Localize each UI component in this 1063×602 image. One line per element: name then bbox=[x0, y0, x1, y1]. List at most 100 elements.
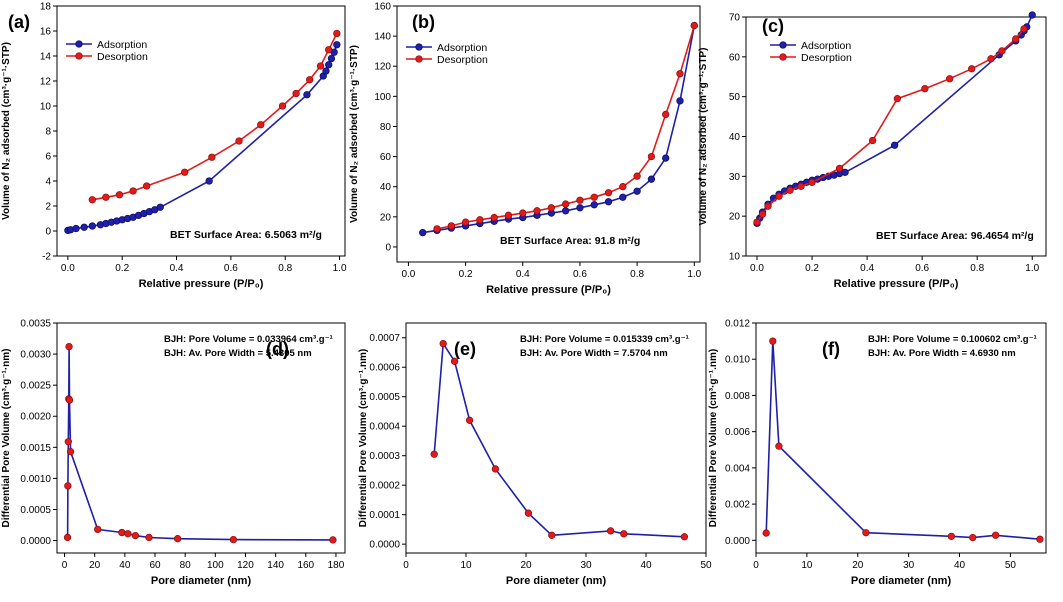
data-point-adsorption bbox=[619, 193, 627, 201]
data-point-adsorption bbox=[562, 207, 570, 215]
y-tick-label: 120 bbox=[374, 62, 391, 73]
data-point-adsorption bbox=[322, 67, 330, 75]
y-tick-label: 0.0025 bbox=[20, 381, 51, 392]
x-tick-label: 0.4 bbox=[860, 263, 874, 274]
x-tick-label: 120 bbox=[237, 560, 254, 571]
x-axis-title: Pore diameter (nm) bbox=[851, 575, 952, 587]
data-point-desorption bbox=[235, 137, 243, 145]
y-tick-label: 4 bbox=[45, 177, 51, 188]
x-tick-label: 0.2 bbox=[805, 263, 819, 274]
data-point-adsorption bbox=[88, 222, 96, 230]
x-tick-label: 80 bbox=[180, 560, 192, 571]
data-point-bjh bbox=[491, 465, 500, 473]
x-tick-label: 10 bbox=[460, 560, 472, 571]
x-axis-title: Pore diameter (nm) bbox=[506, 575, 607, 587]
data-point-desorption bbox=[576, 196, 584, 204]
data-point-bjh bbox=[64, 438, 72, 446]
data-point-adsorption bbox=[576, 204, 584, 212]
y-tick-label: 2 bbox=[45, 202, 51, 213]
data-point-adsorption bbox=[633, 187, 641, 195]
y-tick-label: -2 bbox=[42, 252, 51, 263]
y-tick-label: 0.0030 bbox=[20, 350, 51, 361]
y-tick-label: 16 bbox=[40, 27, 52, 38]
x-tick-label: 50 bbox=[1005, 560, 1017, 571]
data-point-desorption bbox=[533, 207, 541, 215]
x-tick-label: 0.8 bbox=[970, 263, 984, 274]
x-tick-label: 0.4 bbox=[170, 263, 184, 274]
y-tick-label: 30 bbox=[729, 172, 741, 183]
data-point-desorption bbox=[278, 102, 287, 110]
x-tick-label: 0.6 bbox=[573, 269, 587, 280]
bet-surface-area: BET Surface Area: 91.8 m²/g bbox=[500, 235, 640, 247]
series-line-bjh bbox=[66, 346, 333, 541]
data-point-desorption bbox=[547, 204, 556, 212]
data-point-bjh bbox=[947, 532, 956, 540]
data-point-bjh bbox=[862, 529, 870, 537]
x-tick-label: 1.0 bbox=[687, 269, 701, 280]
x-tick-label: 40 bbox=[119, 560, 131, 571]
x-tick-label: 0.4 bbox=[516, 269, 530, 280]
data-point-adsorption bbox=[303, 91, 311, 99]
bjh-annotation: BJH: Av. Pore Width = 5.4305 nm bbox=[164, 348, 312, 359]
legend-label-adsorption: Adsorption bbox=[437, 42, 487, 54]
legend-marker bbox=[75, 40, 83, 48]
data-point-desorption bbox=[88, 196, 96, 204]
data-point-desorption bbox=[946, 75, 954, 83]
series-line-desorption bbox=[756, 28, 1025, 223]
data-point-desorption bbox=[1020, 25, 1028, 33]
x-axis-title: Relative pressure (P/P₀) bbox=[139, 278, 264, 290]
y-tick-label: 8 bbox=[45, 127, 51, 138]
legend-marker bbox=[415, 55, 423, 63]
y-tick-label: 50 bbox=[729, 92, 741, 103]
y-tick-label: 6 bbox=[45, 152, 51, 163]
data-point-desorption bbox=[433, 225, 441, 233]
data-point-desorption bbox=[519, 209, 527, 217]
data-point-adsorption bbox=[419, 228, 427, 237]
data-point-desorption bbox=[333, 29, 341, 38]
data-point-bjh bbox=[991, 531, 1000, 539]
bet-surface-area: BET Surface Area: 6.5063 m²/g bbox=[170, 229, 322, 241]
x-tick-label: 60 bbox=[149, 560, 161, 571]
data-point-desorption bbox=[690, 21, 698, 30]
data-point-bjh bbox=[439, 339, 447, 348]
data-point-desorption bbox=[325, 46, 333, 54]
y-tick-label: 0.0006 bbox=[369, 363, 400, 374]
y-tick-label: 0.0015 bbox=[20, 443, 51, 454]
x-axis-title: Pore diameter (nm) bbox=[151, 575, 252, 587]
data-point-desorption bbox=[921, 85, 929, 93]
panel-label: (a) bbox=[8, 12, 30, 32]
data-point-desorption bbox=[143, 182, 151, 190]
panel-label: (d) bbox=[266, 339, 289, 359]
x-tick-label: 0 bbox=[403, 560, 409, 571]
y-tick-label: 0.0005 bbox=[20, 505, 51, 516]
legend-marker bbox=[779, 53, 787, 61]
data-point-bjh bbox=[450, 357, 459, 365]
x-tick-label: 50 bbox=[700, 560, 712, 571]
data-point-adsorption bbox=[327, 54, 336, 63]
data-point-desorption bbox=[208, 153, 216, 161]
x-tick-label: 0.0 bbox=[401, 269, 415, 280]
data-point-bjh bbox=[548, 531, 556, 539]
x-axis-title: Relative pressure (P/P₀) bbox=[486, 284, 611, 296]
x-tick-label: 30 bbox=[903, 560, 915, 571]
y-tick-label: 0.010 bbox=[725, 355, 750, 366]
y-tick-label: 10 bbox=[40, 102, 52, 113]
y-tick-label: 20 bbox=[380, 212, 392, 223]
data-point-desorption bbox=[786, 186, 794, 194]
y-tick-label: 0.008 bbox=[725, 391, 750, 402]
panel-a: 0.0 0.2 0.4 0.6 0.8 1.0 -2 0 2 4 6 8 10 12 14 16 18 Relat… bbox=[1, 2, 347, 291]
x-tick-label: 0 bbox=[62, 560, 68, 571]
x-tick-label: 0.6 bbox=[224, 263, 238, 274]
y-tick-label: 0.006 bbox=[725, 427, 750, 438]
data-point-desorption bbox=[1012, 35, 1020, 43]
data-point-desorption bbox=[129, 187, 137, 195]
panel-e: 0 10 20 30 40 50 0.0000 0.0001 0.0002 0.0003 0.000… bbox=[358, 322, 712, 587]
y-tick-label: 0.002 bbox=[725, 500, 750, 511]
data-point-bjh bbox=[969, 533, 977, 542]
y-axis-title: Volume of N₂ adsorbed (cm³·g⁻¹·STP) bbox=[349, 45, 360, 223]
data-point-bjh bbox=[762, 529, 770, 537]
x-tick-label: 0.0 bbox=[61, 263, 75, 274]
data-point-desorption bbox=[893, 95, 902, 103]
data-point-desorption bbox=[306, 76, 314, 84]
x-tick-label: 0.0 bbox=[750, 263, 764, 274]
